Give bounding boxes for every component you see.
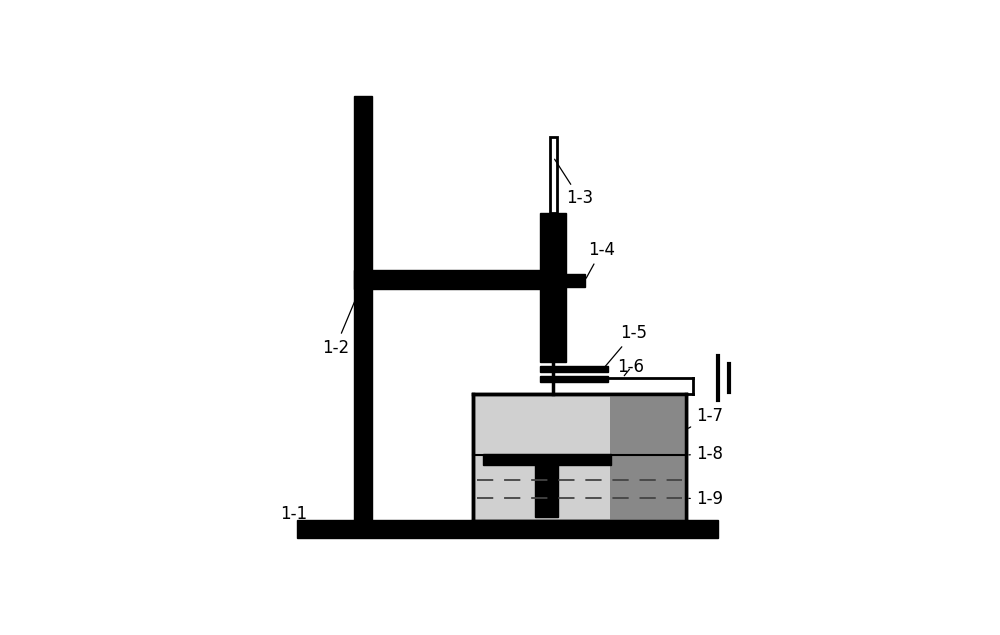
Bar xyxy=(610,394,686,521)
Text: 1-3: 1-3 xyxy=(555,159,593,208)
Bar xyxy=(354,271,559,289)
Bar xyxy=(297,519,718,538)
Bar xyxy=(354,96,372,519)
Text: 1-6: 1-6 xyxy=(618,358,645,376)
Bar xyxy=(540,213,566,362)
Bar xyxy=(521,274,585,288)
Bar xyxy=(535,465,558,518)
Bar xyxy=(483,454,611,465)
Bar xyxy=(473,394,686,521)
Text: 1-1: 1-1 xyxy=(280,505,315,528)
Text: 1-5: 1-5 xyxy=(605,324,647,367)
Bar xyxy=(550,137,557,213)
Text: 1-7: 1-7 xyxy=(688,407,723,428)
Text: 1-8: 1-8 xyxy=(689,444,723,463)
Text: 1-2: 1-2 xyxy=(322,262,371,357)
Text: 1-9: 1-9 xyxy=(689,490,723,508)
Text: 1-4: 1-4 xyxy=(586,241,615,278)
Bar xyxy=(540,366,608,372)
Bar xyxy=(540,376,608,382)
